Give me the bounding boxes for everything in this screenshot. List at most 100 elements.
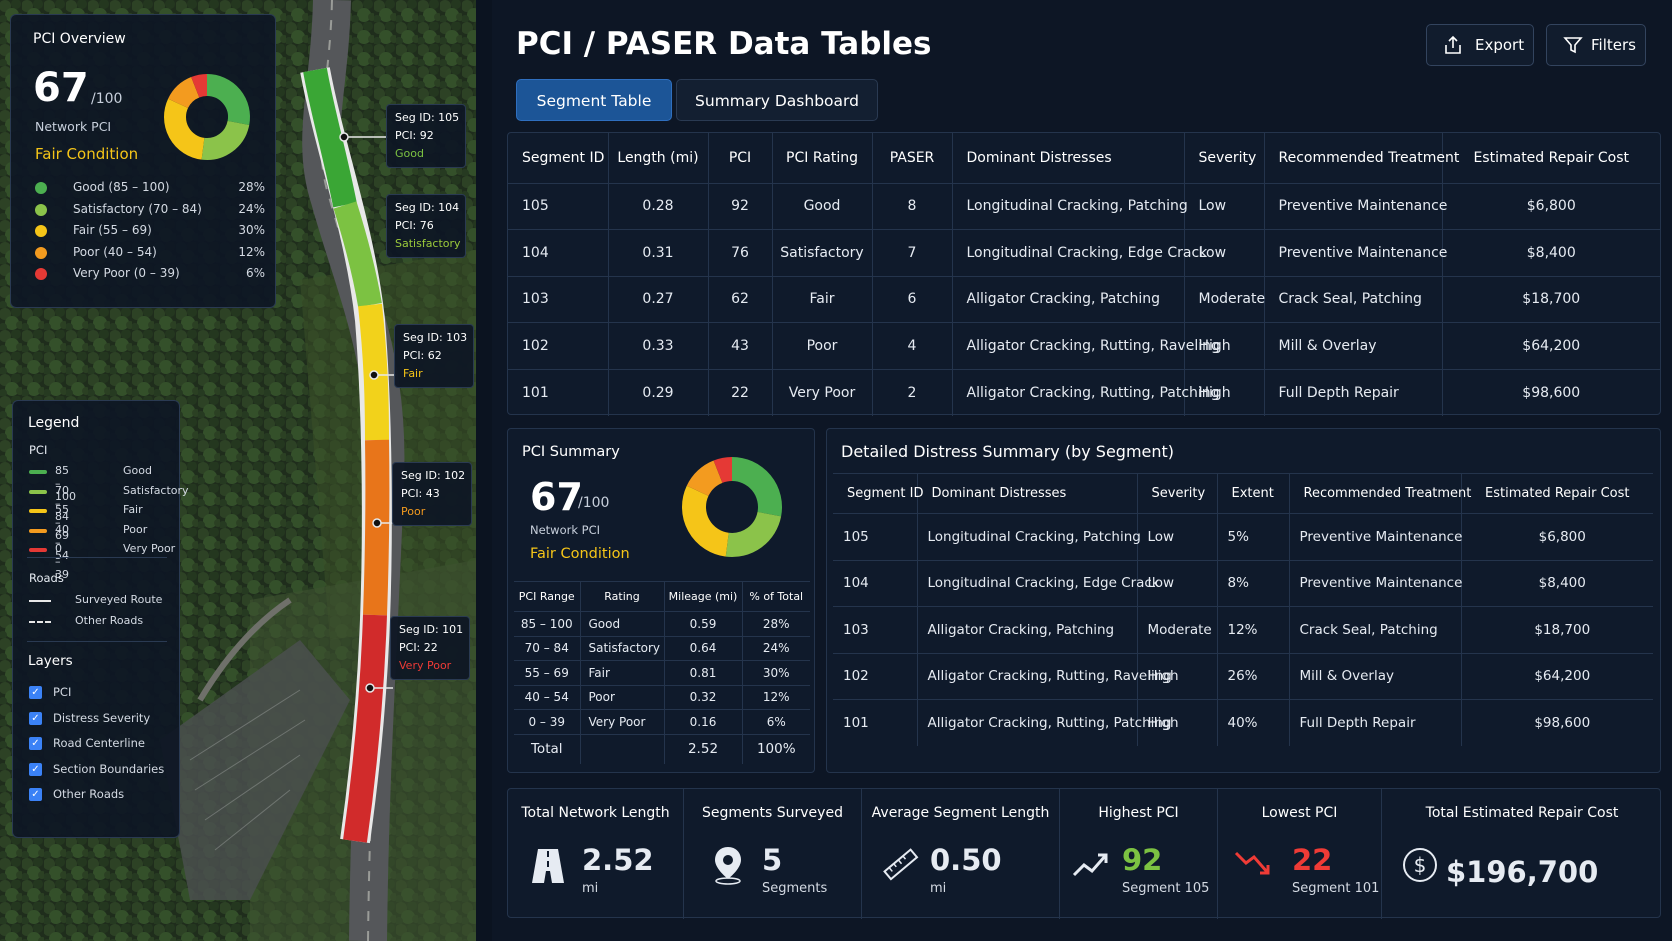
trend-down-icon [1234,851,1270,875]
segment-callout[interactable]: Seg ID: 102 PCI: 43 Poor [392,462,472,526]
pci-summary-network-label: Network PCI [530,523,601,537]
trend-up-icon [1072,853,1108,877]
table-cell: 101 [508,369,609,416]
checkbox-checked-icon[interactable]: ✓ [29,711,42,725]
aerial-map[interactable]: PCI Overview 67 /100 Network PCI Fair Co… [0,0,476,941]
table-cell: 0 – 39 [514,709,581,735]
kpi-unit: Segment 105 [1122,881,1210,896]
segment-callout[interactable]: Seg ID: 103 PCI: 62 Fair [394,324,474,388]
segment-callout[interactable]: Seg ID: 105 PCI: 92 Good [386,104,466,168]
tab-segment-table[interactable]: Segment Table [516,79,672,121]
column-header[interactable]: Extent [1217,473,1290,514]
layer-label: Distress Severity [53,710,151,725]
legend-road-label: Surveyed Route [75,593,163,606]
kpi-value: 5 [762,843,783,877]
column-header[interactable]: % of Total [742,581,810,612]
table-cell: Very Poor [772,369,873,416]
column-header[interactable]: Segment ID [508,133,609,184]
distress-summary-panel: Detailed Distress Summary (by Segment) S… [826,428,1661,773]
donut-slice-good [731,457,782,517]
export-button[interactable]: Export [1426,24,1534,66]
table-row[interactable]: 101 0.29 22 Very Poor 2 Alligator Cracking, R… [508,369,1660,416]
kpi-title: Average Segment Length [871,805,1050,821]
column-header[interactable]: Dominant Distresses [952,133,1185,184]
kpi-card: Total Estimated Repair Cost $ $196,700 [1382,789,1662,919]
column-header[interactable]: Severity [1184,133,1265,184]
status-dot-icon [35,225,47,237]
segment-callout[interactable]: Seg ID: 101 PCI: 22 Very Poor [390,616,470,680]
column-header[interactable]: Recommended Treatment [1289,473,1471,514]
table-row[interactable]: 105 Longitudinal Cracking, Patching Low 5% P… [833,513,1653,561]
callout-rating: Poor [401,505,426,518]
dollar-icon: $ [1403,848,1437,882]
column-header[interactable]: PASER [872,133,953,184]
segment-callout[interactable]: Seg ID: 104 PCI: 76 Satisfactory [386,194,466,258]
distress-summary-table: Segment ID Dominant Distresses Severity Ext… [833,473,1653,746]
table-row[interactable]: 103 0.27 62 Fair 6 Alligator Cracking, Patchi… [508,276,1660,323]
callout-pci: PCI: 43 [401,487,440,500]
color-swatch-icon [29,548,47,552]
callout-seg-id: Seg ID: 103 [403,331,468,344]
table-cell: 102 [508,322,609,370]
pci-summary-condition: Fair Condition [530,546,630,562]
legend-road-label: Other Roads [75,614,144,627]
pci-summary-title: PCI Summary [522,444,620,460]
column-header[interactable]: Segment ID [833,473,923,514]
column-header[interactable]: PCI [708,133,773,184]
kpi-summary-row: Total Network Length 2.52 mi Segments Sur… [507,788,1662,919]
table-cell: 8% [1217,560,1290,607]
column-header[interactable]: Estimated Repair Cost [1461,473,1653,514]
table-row[interactable]: 104 Longitudinal Cracking, Edge Crack Low 8… [833,560,1653,607]
column-header[interactable]: PCI Range [514,581,581,612]
column-header[interactable]: Rating [580,581,665,612]
table-row[interactable]: 102 Alligator Cracking, Rutting, Raveling… [833,653,1653,700]
checkbox-checked-icon[interactable]: ✓ [29,788,42,801]
filters-button[interactable]: Filters [1546,24,1646,66]
table-cell: Longitudinal Cracking, Edge Crack [917,560,1160,607]
pci-summary-score: 67 [530,475,583,519]
segment-table: Segment ID Length (mi) PCI PCI Rating PASER D… [508,133,1660,416]
table-cell: Alligator Cracking, Rutting, Patching [952,369,1220,416]
table-row[interactable]: 105 0.28 92 Good 8 Longitudinal Cracking, Pat… [508,183,1660,230]
table-cell: 0.64 [664,636,743,661]
status-dot-icon [35,182,47,194]
table-row[interactable]: 104 0.31 76 Satisfactory 7 Longitudinal Crack… [508,229,1660,277]
svg-text:$: $ [1414,853,1427,877]
table-row: 85 – 100 Good 0.59 28% [514,611,810,637]
table-cell: $18,700 [1442,276,1660,323]
checkbox-checked-icon[interactable]: ✓ [29,686,42,699]
column-header[interactable]: Dominant Distresses [917,473,1138,514]
column-header[interactable]: Recommended Treatment [1264,133,1459,184]
overview-legend-row: Poor (40 – 54) 12% [35,244,265,264]
legend-roads-label: Roads [29,571,64,585]
table-cell: 28% [742,611,810,637]
pci-overview-panel: PCI Overview 67 /100 Network PCI Fair Co… [10,14,276,308]
table-cell: 0.29 [608,369,709,416]
donut-slice-satisfactory [725,511,782,557]
checkbox-checked-icon[interactable]: ✓ [29,762,42,776]
table-row[interactable]: 102 0.33 43 Poor 4 Alligator Cracking, Ruttin… [508,322,1660,370]
column-header[interactable]: Length (mi) [608,133,709,184]
overview-legend-row: Fair (55 – 69) 30% [35,222,265,242]
checkbox-checked-icon[interactable]: ✓ [29,737,42,750]
column-header[interactable]: Mileage (mi) [664,581,743,612]
table-row[interactable]: 101 Alligator Cracking, Rutting, Patching… [833,699,1653,746]
tab-summary-dashboard[interactable]: Summary Dashboard [676,79,878,121]
overview-legend-row: Good (85 – 100) 28% [35,179,265,199]
column-header[interactable]: Estimated Repair Cost [1442,133,1660,184]
legend-divider [27,557,167,558]
legend-rating: Poor [123,522,148,536]
overview-row-label: Satisfactory (70 – 84) [73,201,202,216]
overview-row-label: Poor (40 – 54) [73,244,157,259]
table-row[interactable]: 103 Alligator Cracking, Patching Moderate 1… [833,606,1653,654]
table-cell: 22 [708,369,773,416]
column-header[interactable]: Severity [1137,473,1218,514]
table-total-row: Total 2.52 100% [514,734,810,764]
column-header[interactable]: PCI Rating [772,133,873,184]
callout-seg-id: Seg ID: 102 [401,469,466,482]
solid-line-icon [29,600,51,602]
table-cell: 0.33 [608,322,709,370]
legend-range: 85 – 100 [55,464,76,503]
table-cell: Full Depth Repair [1264,369,1443,416]
callout-seg-id: Seg ID: 104 [395,201,460,214]
